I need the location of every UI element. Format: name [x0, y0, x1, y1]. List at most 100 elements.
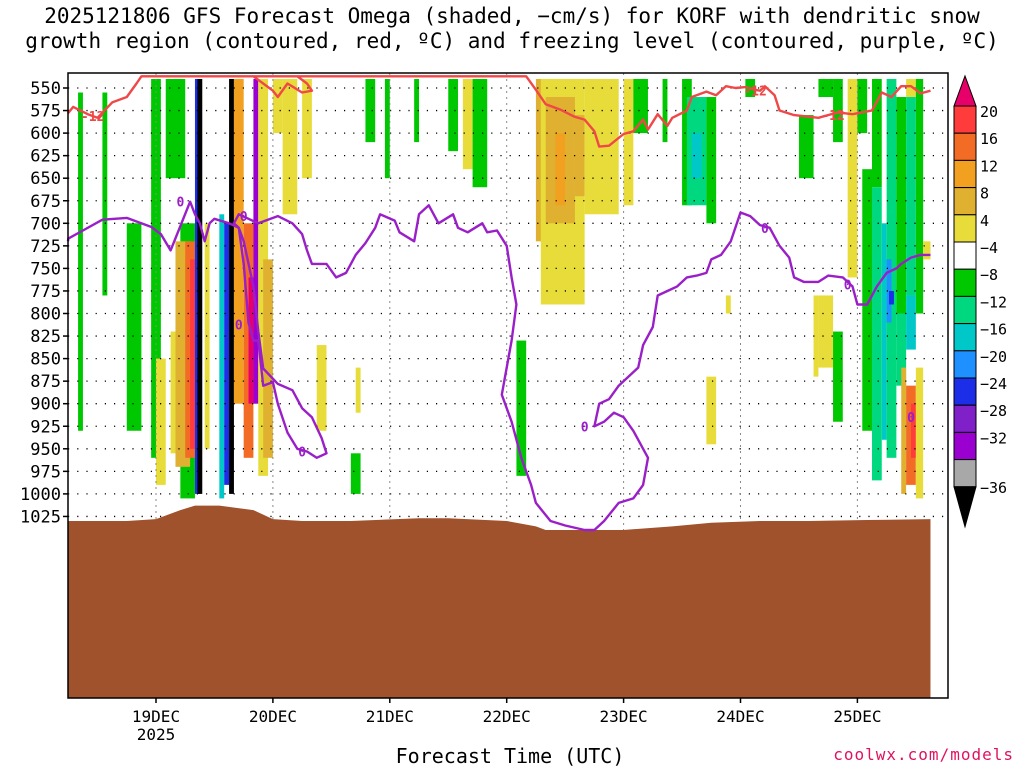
- omega-cell: [516, 340, 527, 476]
- omega-cell: [915, 78, 924, 314]
- freezing-contour-label: 0: [581, 420, 589, 435]
- omega-cell: [219, 214, 225, 499]
- omega-cell: [906, 78, 916, 98]
- omega-cell: [901, 367, 907, 494]
- dgz-contour-label: -12: [81, 110, 104, 125]
- omega-cell: [798, 115, 814, 179]
- omega-cell: [248, 277, 254, 404]
- omega-cell: [263, 259, 273, 458]
- omega-cell: [847, 78, 858, 278]
- omega-cell: [462, 78, 473, 170]
- omega-cell: [906, 295, 916, 350]
- omega-cell: [623, 78, 634, 206]
- colorbar-label: −36: [980, 479, 1007, 497]
- colorbar-label: −24: [980, 375, 1007, 393]
- omega-cell: [857, 78, 868, 134]
- x-tick-label: 22DEC: [483, 707, 531, 726]
- omega-cell: [896, 313, 907, 386]
- freezing-contour-label: 0: [844, 279, 852, 294]
- title-line-1: 2025121806 GFS Forecast Omega (shaded, −…: [44, 4, 980, 28]
- omega-cell: [253, 78, 259, 404]
- omega-cell: [272, 78, 283, 134]
- colorbar-segment: [953, 187, 977, 216]
- omega-cell: [691, 133, 702, 179]
- colorbar-label: 20: [980, 103, 998, 121]
- omega-cell: [574, 115, 585, 197]
- colorbar-label: −4: [980, 239, 998, 257]
- omega-cell: [910, 403, 916, 458]
- title-line-2: growth region (contoured, red, ºC) and f…: [25, 29, 999, 53]
- colorbar-label: 4: [980, 212, 989, 230]
- omega-cell: [813, 295, 819, 377]
- y-tick-label: 975: [30, 462, 61, 482]
- colorbar-label: 8: [980, 185, 989, 203]
- x-tick-sublabel: 2025: [137, 725, 176, 744]
- colorbar-segment: [953, 268, 977, 297]
- y-tick-label: 925: [30, 417, 61, 437]
- ground-terrain: [68, 505, 931, 698]
- y-tick-label: 650: [30, 169, 61, 189]
- colorbar-segment: [953, 404, 977, 433]
- dgz-contour-label: -12: [821, 109, 844, 124]
- omega-cell: [126, 223, 142, 431]
- x-tick-label: 19DEC: [132, 707, 180, 726]
- colorbar-label: −28: [980, 402, 1007, 420]
- x-tick-label: 21DEC: [366, 707, 414, 726]
- omega-cell: [889, 290, 894, 305]
- omega-cell: [896, 97, 907, 314]
- omega-cell: [662, 78, 668, 143]
- omega-cell: [190, 259, 195, 449]
- colorbar-label: 12: [980, 157, 998, 175]
- y-tick-label: 725: [30, 237, 61, 257]
- omega-cell: [365, 78, 376, 143]
- omega-cell: [915, 367, 924, 499]
- x-tick-label: 23DEC: [600, 707, 648, 726]
- colorbar-label: −16: [980, 321, 1007, 339]
- y-tick-label: 750: [30, 259, 61, 279]
- dgz-contour-label: -12: [743, 85, 766, 100]
- omega-cell: [102, 92, 108, 296]
- y-tick-label: 850: [30, 350, 61, 370]
- omega-cell: [862, 169, 873, 431]
- omega-cell: [872, 78, 882, 188]
- y-tick-label: 950: [30, 440, 61, 460]
- dgz-contour-line: [67, 75, 931, 148]
- plot-frame: [67, 72, 949, 699]
- freezing-contour-label: 0: [907, 411, 915, 426]
- y-tick-label: 600: [30, 124, 61, 144]
- omega-cell: [906, 97, 916, 296]
- freezing-contour-label: 0: [235, 318, 243, 333]
- freezing-contour-label: 0: [298, 446, 306, 461]
- x-axis-label: Forecast Time (UTC): [395, 744, 625, 768]
- omega-cell: [197, 78, 203, 494]
- omega-cell: [229, 78, 234, 494]
- omega-cell: [682, 78, 692, 206]
- colorbar-segment: [953, 241, 977, 270]
- omega-cell: [881, 223, 887, 440]
- colorbar-bottom-triangle: [953, 486, 977, 529]
- freezing-level-contour-line: [66, 200, 931, 532]
- colorbar-segment: [953, 105, 977, 134]
- omega-cell: [350, 453, 361, 494]
- colorbar-segment: [953, 377, 977, 406]
- omega-cell: [224, 223, 230, 485]
- omega-cell: [165, 78, 186, 179]
- omega-cell: [156, 358, 166, 485]
- omega-cell: [151, 78, 161, 458]
- y-tick-label: 550: [30, 79, 61, 99]
- chart-title: 2025121806 GFS Forecast Omega (shaded, −…: [0, 4, 1024, 54]
- omega-cell: [818, 295, 834, 368]
- source-credit[interactable]: coolwx.com/models: [833, 745, 1014, 764]
- omega-cell: [472, 78, 488, 188]
- x-tick-label: 20DEC: [249, 707, 297, 726]
- freezing-contour-label: 0: [240, 210, 248, 225]
- colorbar-segment: [953, 350, 977, 379]
- colorbar-segment: [953, 295, 977, 325]
- y-tick-label: 900: [30, 395, 61, 415]
- omega-cell: [923, 241, 931, 260]
- colorbar-label: −12: [980, 293, 1007, 311]
- y-tick-label: 700: [30, 214, 61, 234]
- y-tick-label: 1000: [20, 485, 61, 505]
- omega-cell: [725, 295, 731, 314]
